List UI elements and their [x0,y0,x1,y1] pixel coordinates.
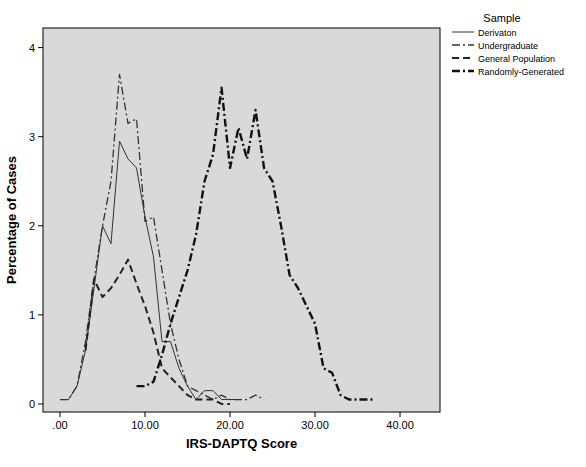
legend-title: Sample [483,12,520,24]
x-tick [60,412,61,417]
legend-swatch [452,57,474,59]
series-line [86,260,231,404]
legend-label: Undergraduate [478,41,538,51]
y-tick-label: 3 [29,131,35,143]
y-tick-label: 4 [29,42,35,54]
x-tick [145,412,146,417]
y-tick-label: 0 [29,398,35,410]
y-tick-label: 1 [29,309,35,321]
legend-label: Derivaton [478,28,517,38]
legend-label: General Population [478,54,555,64]
y-tick [38,47,43,48]
legend-swatch [452,70,474,72]
series-line [137,88,375,400]
y-tick [38,225,43,226]
chart: .00 10.00 20.00 30.00 40.00 0 1 2 3 4 IRS-DAPTQ Sc… [0,0,586,467]
legend-swatch [452,44,474,45]
y-axis-label: Percentage of Cases [4,156,19,284]
x-tick-label: 30.00 [301,419,329,431]
y-tick-label: 2 [29,220,35,232]
y-tick [38,314,43,315]
legend-label: Randomly-Generated [478,67,564,77]
x-tick [400,412,401,417]
series-line [60,141,239,399]
x-tick-label: .00 [52,419,67,431]
x-tick [315,412,316,417]
lines [60,74,375,404]
y-tick [38,136,43,137]
x-axis-label: IRS-DAPTQ Score [186,436,297,451]
x-tick-label: 20.00 [216,419,244,431]
legend-swatch [452,32,474,33]
x-tick-label: 10.00 [131,419,159,431]
x-tick [230,412,231,417]
y-tick [38,403,43,404]
x-tick-label: 40.00 [386,419,414,431]
plot-area [43,28,440,412]
